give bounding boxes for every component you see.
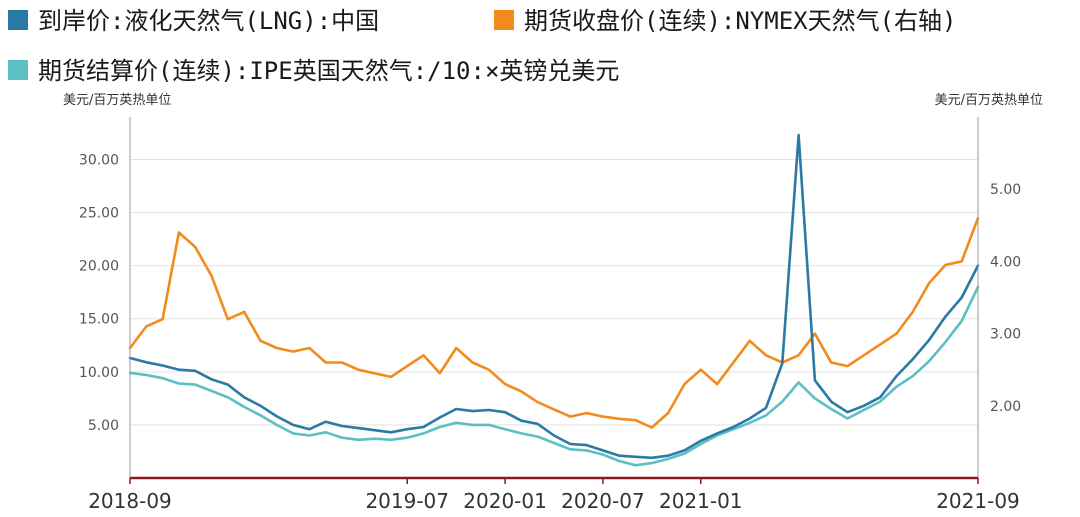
left-y-tick-label: 10.00 [79,365,119,381]
series-line-1 [128,216,980,429]
right-y-tick-label: 2.00 [990,399,1021,415]
x-tick-label: 2019-07 [365,489,449,513]
left-y-tick-label: 30.00 [79,152,119,168]
legend-label-lng-china: 到岸价:液化天然气(LNG):中国 [38,7,379,35]
left-axis-unit-label: 美元/百万英热单位 [63,93,171,108]
x-tick-label: 2021-09 [936,489,1020,513]
x-tick-label: 2018-09 [88,489,172,513]
right-y-tick-label: 3.00 [990,327,1021,343]
right-y-tick-label: 4.00 [990,254,1021,270]
legend: 到岸价:液化天然气(LNG):中国 期货收盘价(连续):NYMEX天然气(右轴)… [8,7,957,85]
axes [129,117,979,480]
left-y-tick-label: 20.00 [79,259,119,275]
right-y-ticks: 2.00 3.00 4.00 5.00 [990,182,1021,415]
x-tick-label: 2021-01 [659,489,743,513]
legend-swatch-nymex-gas [494,10,514,30]
right-axis-unit-label: 美元/百万英热单位 [935,93,1043,108]
series-lines [128,133,980,467]
legend-label-ipe-uk-gas: 期货结算价(连续):IPE英国天然气:/10:×英镑兑美元 [38,57,619,85]
right-y-tick-label: 5.00 [990,182,1021,198]
series-line-0 [128,133,980,460]
left-y-tick-label: 5.00 [88,418,119,434]
x-tick-label: 2020-01 [463,489,547,513]
left-y-tick-label: 15.00 [79,312,119,328]
series-line-2 [128,285,980,467]
legend-label-nymex-gas: 期货收盘价(连续):NYMEX天然气(右轴) [524,7,957,35]
legend-swatch-lng-china [8,10,28,30]
x-tick-label: 2020-07 [561,489,645,513]
left-y-tick-label: 25.00 [79,206,119,222]
grid [130,158,978,426]
legend-swatch-ipe-uk-gas [8,60,28,80]
left-y-ticks: 5.00 10.00 15.00 20.00 25.00 30.00 [79,152,119,433]
x-ticks: 2018-09 2019-07 2020-01 2020-07 2021-01 2021-… [88,478,1020,513]
